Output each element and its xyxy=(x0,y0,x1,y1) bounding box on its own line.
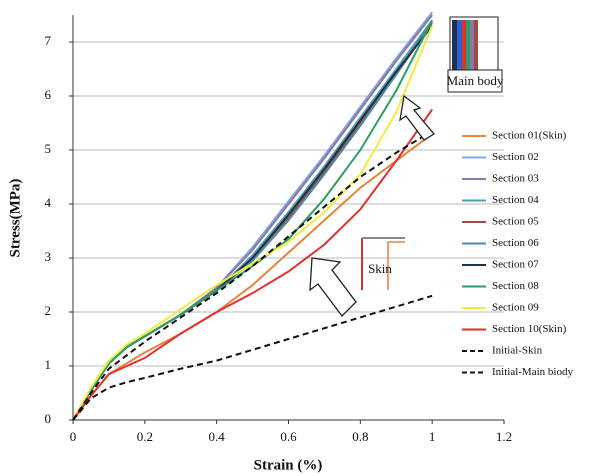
x-axis-label: Strain (%) xyxy=(254,457,323,473)
y-tick-label: 0 xyxy=(45,411,52,426)
legend-label: Section 07 xyxy=(492,259,539,271)
x-tick-label: 0 xyxy=(70,429,77,444)
series-line xyxy=(72,19,433,421)
inset-bar xyxy=(452,20,457,75)
annotation: Main body xyxy=(447,73,504,88)
y-tick-label: 5 xyxy=(45,141,52,156)
legend-label: Section 03 xyxy=(492,173,539,185)
arrow xyxy=(399,94,435,141)
series-line xyxy=(72,294,433,421)
inset-bar xyxy=(474,20,478,75)
legend-label: Section 08 xyxy=(492,280,539,292)
x-tick-label: 1 xyxy=(429,429,436,444)
series-line xyxy=(72,19,434,421)
legend-label: Initial-Skin xyxy=(492,345,543,357)
x-tick-label: 1.2 xyxy=(496,429,512,444)
legend-label: Section 06 xyxy=(492,237,539,249)
inset-bar xyxy=(462,20,466,75)
y-tick-label: 2 xyxy=(45,303,52,318)
y-tick-label: 4 xyxy=(45,195,52,210)
y-tick-label: 7 xyxy=(45,33,52,48)
legend-label: Section 04 xyxy=(492,194,539,206)
y-tick-label: 1 xyxy=(45,357,52,372)
series-line xyxy=(72,14,433,421)
legend-label: Section 05 xyxy=(492,216,539,228)
plot-area: 0 1 2 3 4 5 6 7 0 0.2 0.4 0.6 0.8 1 1.2 Section 01(Skin… xyxy=(45,11,573,444)
inset-line xyxy=(387,241,405,290)
legend-label: Initial-Main biody xyxy=(492,366,573,378)
legend-label: Section 09 xyxy=(492,302,539,314)
inset-bar xyxy=(457,20,462,75)
x-tick-label: 0.2 xyxy=(137,429,153,444)
x-tick-label: 0.4 xyxy=(209,429,226,444)
series-line xyxy=(72,11,433,421)
series-line xyxy=(72,130,433,421)
x-tick-label: 0.6 xyxy=(280,429,297,444)
arrow xyxy=(309,257,357,317)
series-line xyxy=(72,133,433,421)
y-tick-label: 3 xyxy=(45,249,52,264)
inset-bar xyxy=(466,20,470,75)
series-line xyxy=(72,25,434,421)
inset-label-box xyxy=(447,69,503,93)
legend-label: Section 01(Skin) xyxy=(492,130,567,142)
inset-bar xyxy=(470,20,474,75)
y-axis-label: Stress(MPa) xyxy=(7,179,23,258)
legend-label: Section 02 xyxy=(492,151,539,163)
x-tick-label: 0.8 xyxy=(352,429,368,444)
main-body-inset: Main body xyxy=(447,16,504,93)
y-tick-label: 6 xyxy=(45,87,52,102)
series-line xyxy=(72,19,433,421)
annotation: Skin xyxy=(368,261,392,276)
legend-label: Section 10(Skin) xyxy=(492,323,567,335)
skin-inset: Skin xyxy=(361,237,405,290)
series-line xyxy=(72,108,433,421)
